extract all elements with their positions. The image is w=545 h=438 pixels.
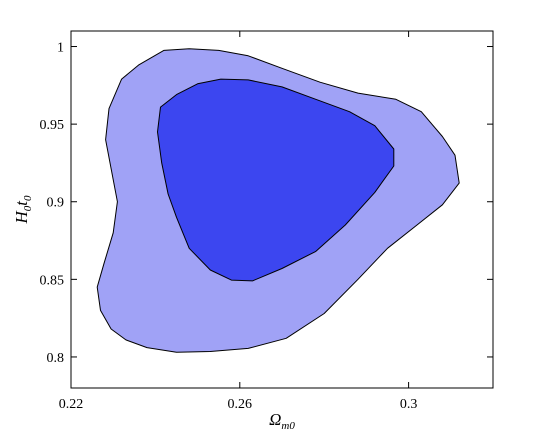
tick-layer: 0.22 0.26 0.3 0.8 0.85 0.9 0.95 1 <box>40 31 493 412</box>
y-tick-label: 0.95 <box>40 118 65 133</box>
y-tick-label: 0.8 <box>47 351 65 366</box>
y-axis-label-h: H <box>12 210 31 225</box>
x-axis-label-base: Ω <box>269 410 281 429</box>
plot-area-frame <box>70 30 494 389</box>
y-axis-label-h-sub: 0 <box>22 205 34 211</box>
y-tick-label: 1 <box>57 41 64 56</box>
y-axis-label-t-sub: 0 <box>22 195 34 201</box>
y-tick-label: 0.85 <box>40 273 65 288</box>
x-axis-label-sub: m0 <box>281 420 295 432</box>
y-tick-label: 0.9 <box>47 196 65 211</box>
y-axis-label-t: t <box>12 200 31 206</box>
x-tick-label: 0.3 <box>400 397 418 412</box>
x-axis-label: Ωm0 <box>269 410 295 432</box>
x-tick-label: 0.22 <box>59 397 84 412</box>
contour-layer <box>96 48 460 353</box>
x-tick-label: 0.26 <box>228 397 253 412</box>
y-axis-label: H0t0 <box>12 195 34 225</box>
contour-inner <box>157 78 395 282</box>
